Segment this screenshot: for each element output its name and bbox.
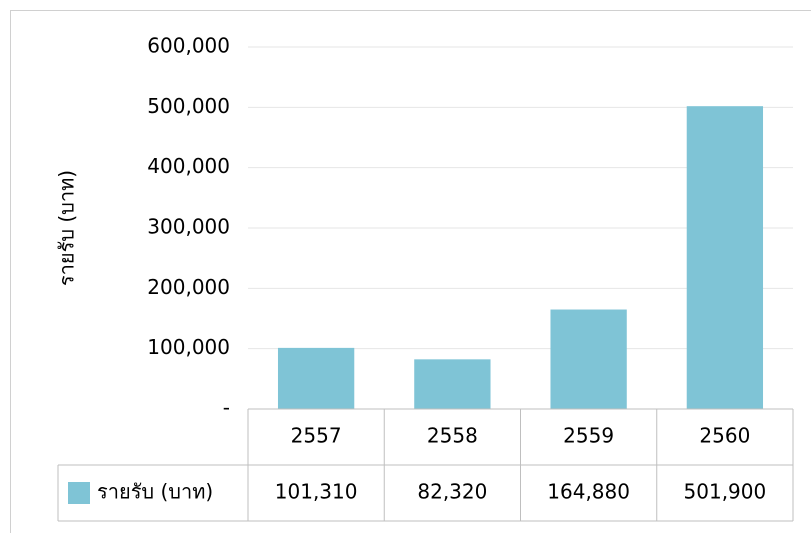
chart-frame (10, 10, 811, 533)
x-tick-label: 2558 (427, 424, 478, 448)
y-tick-label: 600,000 (147, 34, 230, 58)
bar (686, 106, 764, 409)
x-tick-label: 2557 (291, 424, 342, 448)
y-tick-label: 300,000 (147, 215, 230, 239)
x-tick-label: 2560 (699, 424, 750, 448)
legend-swatch (68, 482, 90, 504)
x-tick-label: 2559 (563, 424, 614, 448)
y-axis-label: รายรับ (บาท) (55, 170, 79, 286)
bar (414, 359, 491, 409)
bar (277, 347, 355, 409)
y-tick-label: 200,000 (147, 275, 230, 299)
legend-label: รายรับ (บาท) (97, 480, 213, 504)
data-label: 164,880 (547, 480, 630, 504)
data-label: 501,900 (684, 480, 767, 504)
y-tick-label: 400,000 (147, 154, 230, 178)
data-label: 101,310 (275, 480, 358, 504)
bar (550, 309, 627, 409)
y-tick-label: 500,000 (147, 94, 230, 118)
y-tick-label: - (223, 396, 230, 420)
data-label: 82,320 (417, 480, 487, 504)
y-tick-label: 100,000 (147, 335, 230, 359)
